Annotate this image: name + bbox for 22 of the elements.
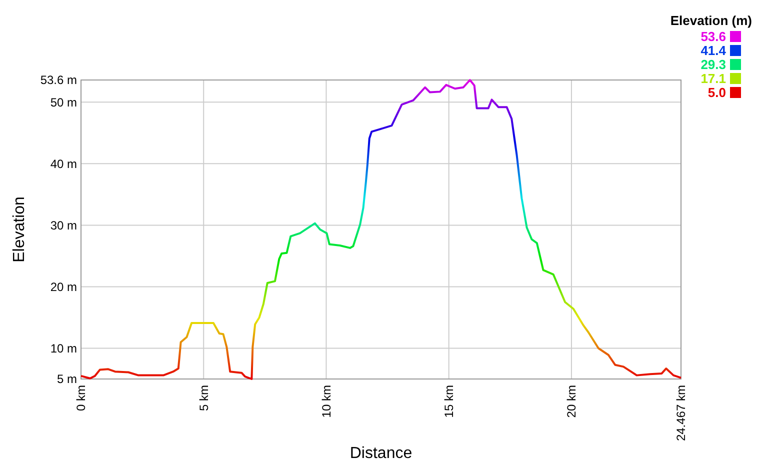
x-tick-label: 20 km [564, 385, 579, 418]
y-tick-label: 53.6 m [40, 73, 77, 88]
x-tick-label: 10 km [319, 385, 334, 418]
color-bar-label: 53.6 [700, 29, 726, 44]
x-tick-label: 5 km [196, 385, 211, 412]
color-bar-label: 29.3 [700, 57, 726, 72]
color-bar-label: 41.4 [700, 43, 727, 58]
y-tick-label: 20 m [50, 280, 77, 294]
line-series [80, 79, 682, 380]
y-tick-label: 50 m [50, 95, 77, 110]
y-tick-label: 10 m [50, 341, 77, 356]
color-bar-title: Elevation (m) [670, 13, 752, 28]
x-tick-label: 15 km [442, 385, 456, 418]
x-axis-title: Distance [350, 445, 412, 460]
y-tick-label: 40 m [50, 156, 77, 171]
y-tick-label: 5 m [56, 372, 77, 386]
y-tick-label: 30 m [50, 218, 77, 232]
x-tick-label: 0 km [74, 385, 88, 412]
color-bar-label: 17.1 [700, 71, 726, 86]
color-bar-label: 5.0 [708, 85, 726, 100]
x-tick-label: 24.467 km [674, 385, 688, 442]
y-axis-title: Elevation [11, 196, 28, 262]
